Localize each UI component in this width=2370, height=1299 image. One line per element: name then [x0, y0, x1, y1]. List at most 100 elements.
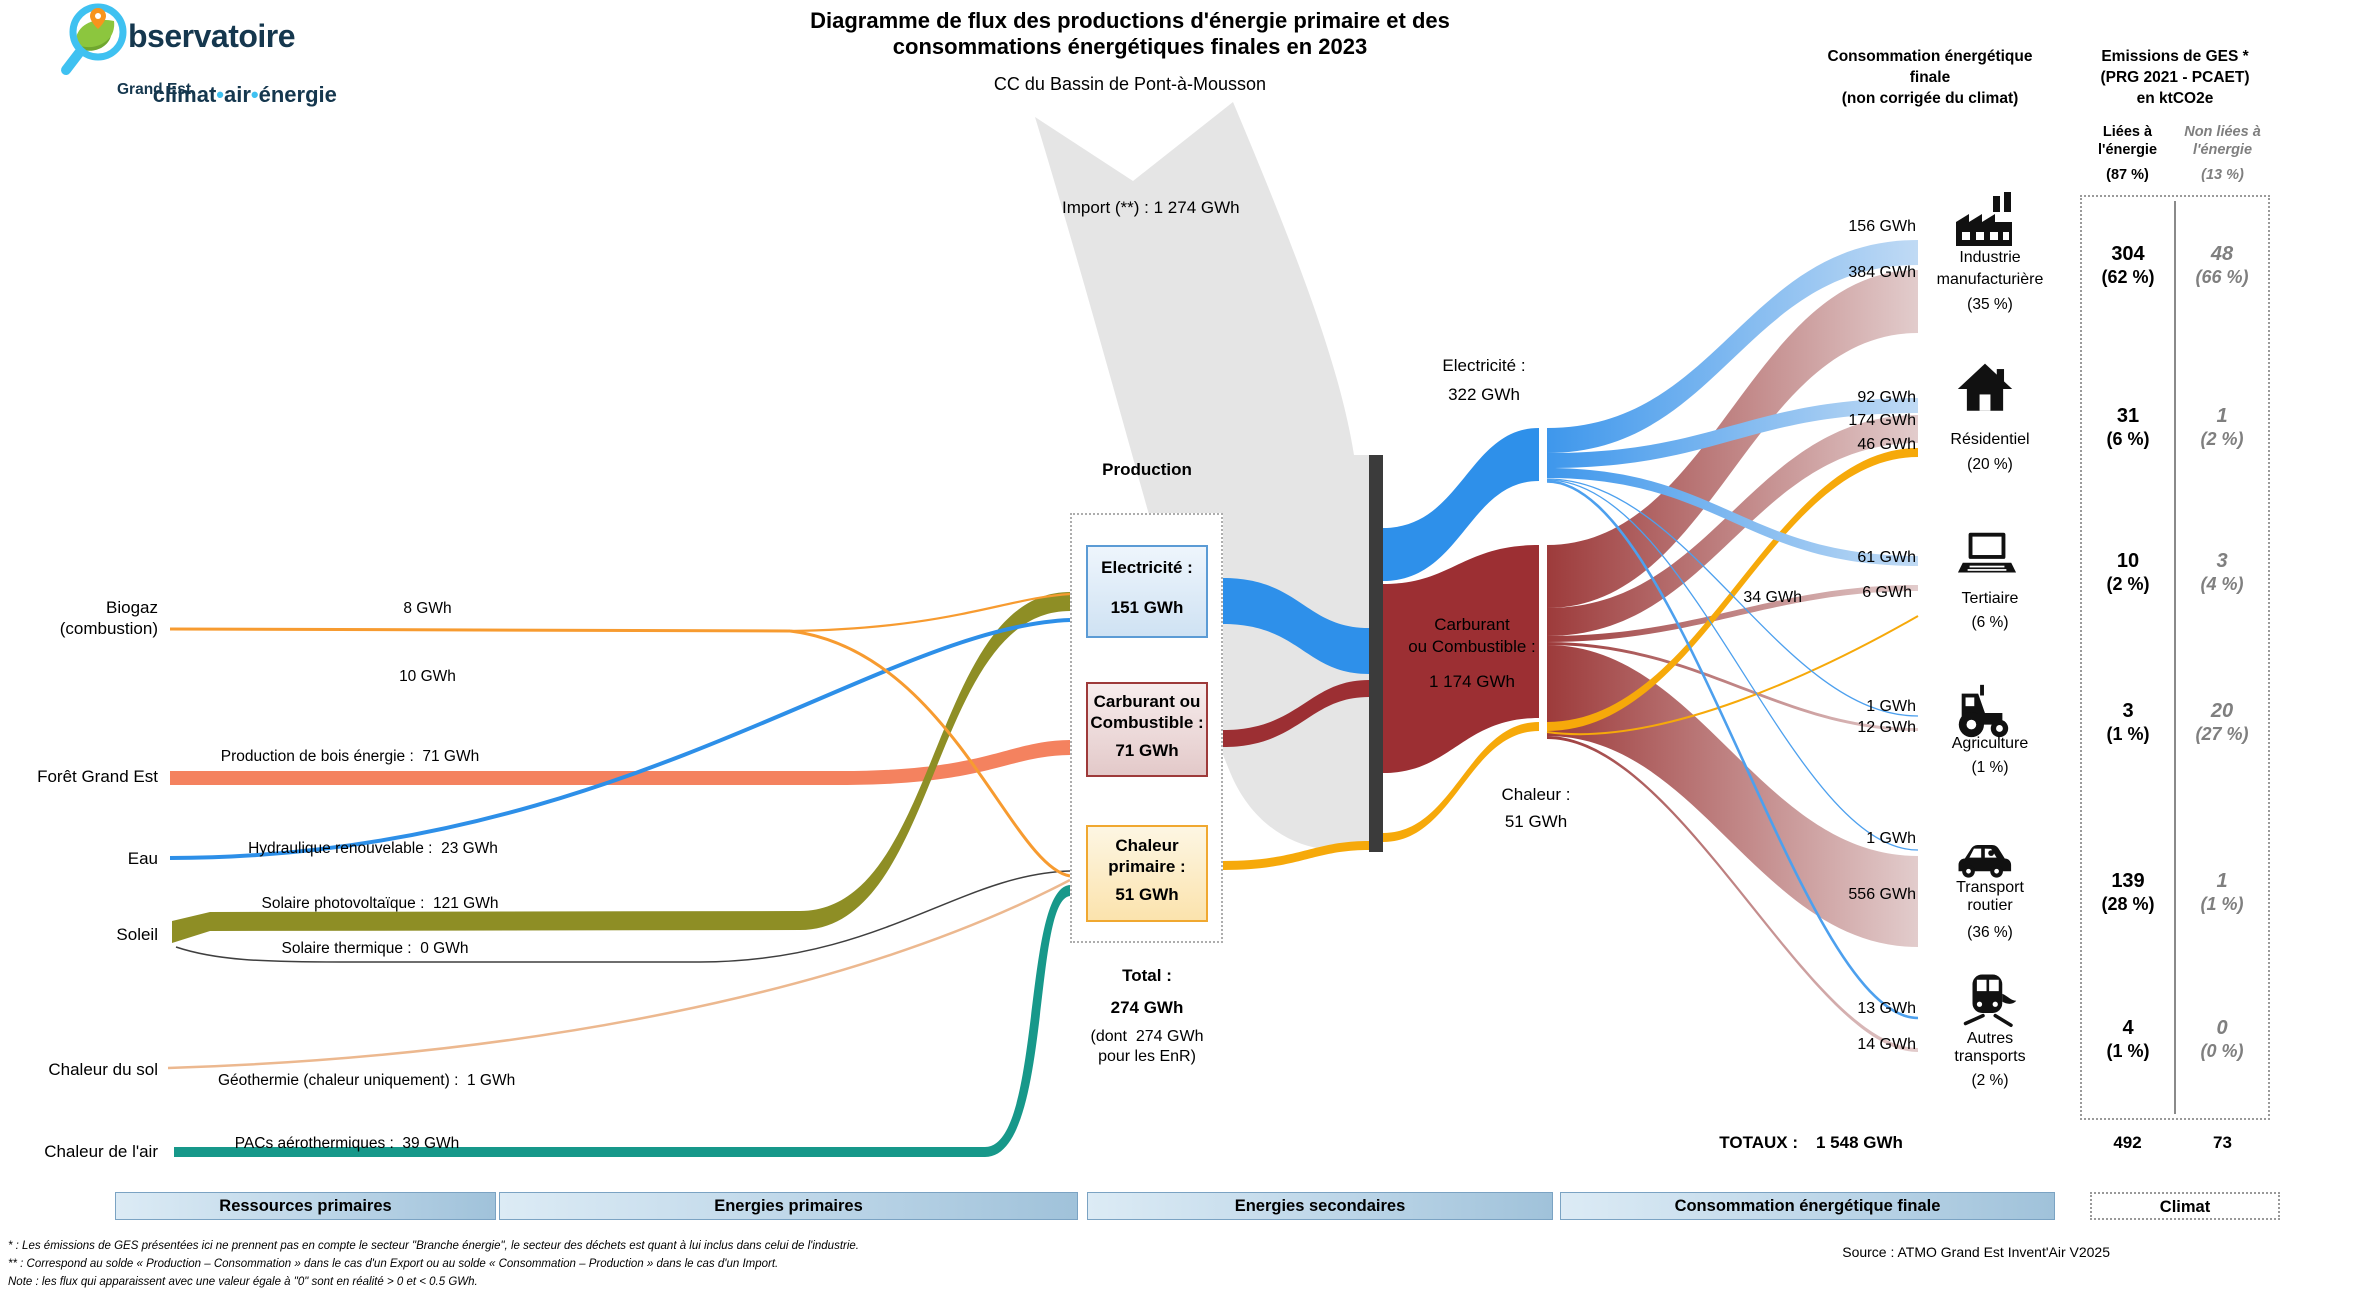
- flow-label-bois: Production de bois énergie : 71 GWh: [220, 748, 480, 765]
- ges-residentiel-nonlinked-pct: (2 %): [2200, 429, 2244, 449]
- ges-transport-linked-pct: (28 %): [2101, 894, 2155, 914]
- totals-energy: 1 548 GWh: [1816, 1133, 1903, 1152]
- ges-industrie-linked-pct: (62 %): [2101, 267, 2155, 287]
- totals-ges-nonlinked: 73: [2213, 1133, 2232, 1152]
- dot-separator-icon: •: [216, 82, 224, 108]
- ges-tertiaire-nonlinked: 3: [2216, 550, 2228, 572]
- production-electricity-label: Electricité :: [1101, 558, 1193, 577]
- production-fuel-box: [1086, 682, 1208, 777]
- flow-biogaz: [169, 592, 1071, 878]
- logo: bservatoire climat•air•énergie Grand Est: [36, 2, 356, 107]
- production-electricity-value: 151 GWh: [1110, 598, 1184, 617]
- flow-bois-energie: [170, 740, 1070, 785]
- flow-value-heat-tertiaire: 6 GWh: [1862, 584, 1912, 601]
- footnote-2: ** : Correspond au solde « Production – …: [8, 1258, 779, 1270]
- car-icon: [1954, 828, 2012, 880]
- production-total-note1: (dont 274 GWh: [1090, 1028, 1204, 1045]
- ges-agriculture-linked: 3: [2122, 700, 2134, 722]
- production-fuel-value: 71 GWh: [1115, 741, 1179, 760]
- ges-agriculture-linked-pct: (1 %): [2106, 724, 2150, 744]
- production-fuel-label2: Combustible :: [1090, 713, 1204, 732]
- flow-electricity-to-sectors: [1546, 240, 1919, 1020]
- dot-separator-icon: •: [250, 82, 259, 108]
- production-heat-box: [1086, 825, 1208, 922]
- secondary-fuel-label2: ou Combustible :: [1408, 637, 1536, 656]
- source-soleil: Soleil: [116, 925, 158, 944]
- flow-label-hydraulique: Hydraulique renouvelable : 23 GWh: [248, 840, 498, 857]
- emissions-header-line3: en ktCO2e: [2136, 90, 2214, 107]
- emissions-header-line2: (PRG 2021 - PCAET): [2100, 69, 2250, 86]
- ges-industrie-nonlinked: 48: [2210, 243, 2234, 265]
- logo-wordmark: bservatoire: [128, 18, 296, 54]
- factory-icon: [1952, 190, 2016, 254]
- sector-residentiel-pct: (20 %): [1967, 456, 2013, 473]
- ges-tertiaire-linked: 10: [2116, 550, 2140, 572]
- exchange-bar: [1369, 455, 1383, 852]
- page-title-line2: consommations énergétiques finales en 20…: [892, 34, 1368, 59]
- sector-tertiaire-pct: (6 %): [1971, 614, 2009, 631]
- emissions-header-line1: Emissions de GES *: [2101, 48, 2249, 65]
- footer-bar-ressources-primaires: Ressources primaires: [115, 1192, 496, 1220]
- flow-label-biogaz-chaleur: 10 GWh: [399, 668, 456, 685]
- logo-word-air: air: [223, 82, 251, 108]
- col-linked-pct: (87 %): [2106, 167, 2149, 183]
- house-icon: [1956, 360, 2014, 418]
- logo-tagline: climat•air•énergie: [116, 57, 337, 133]
- sector-autres-line1: Autres: [1966, 1030, 2014, 1047]
- production-heat-value: 51 GWh: [1115, 885, 1179, 904]
- footer-bar-energies-primaires: Energies primaires: [499, 1192, 1078, 1220]
- production-title: Production: [1102, 460, 1192, 479]
- ges-autres-nonlinked: 0: [2216, 1017, 2228, 1039]
- logo-region: Grand Est: [117, 81, 192, 98]
- flow-label-biogaz-elec: 8 GWh: [403, 600, 452, 617]
- production-total-note2: pour les EnR): [1098, 1048, 1196, 1065]
- secondary-heat-label: Chaleur :: [1501, 785, 1571, 804]
- flow-bar-to-node: [1383, 428, 1539, 842]
- source-credit: Source : ATMO Grand Est Invent'Air V2025: [1842, 1244, 2110, 1260]
- col-linked-line1: Liées à: [2102, 124, 2153, 140]
- ges-residentiel-nonlinked: 1: [2216, 405, 2228, 427]
- flow-solaire-photovoltaique: [172, 592, 1070, 943]
- source-foret: Forêt Grand Est: [37, 767, 158, 786]
- ges-tertiaire-nonlinked-pct: (4 %): [2200, 574, 2244, 594]
- production-total-value: 274 GWh: [1110, 998, 1184, 1017]
- col-non-linked-line2: l'énergie: [2192, 142, 2253, 158]
- footer-bar-energies-secondaires: Energies secondaires: [1087, 1192, 1553, 1220]
- flow-hydraulique: [169, 618, 1071, 860]
- production-heat-label2: primaire :: [1108, 857, 1186, 876]
- production-total-label: Total :: [1122, 966, 1172, 985]
- flow-geothermie: [167, 878, 1071, 1070]
- flow-production-to-bar: [1223, 578, 1369, 870]
- flow-value-elec-tertiaire: 61 GWh: [1857, 549, 1916, 566]
- flow-value-elec-residentiel: 92 GWh: [1857, 389, 1916, 406]
- flow-solaire-thermique: [175, 870, 1071, 963]
- footer-bar-consommation-finale: Consommation énergétique finale: [1560, 1192, 2055, 1220]
- logo-word-energie: énergie: [258, 82, 337, 108]
- sector-transport-line1: Transport: [1956, 879, 2024, 896]
- sector-autres-pct: (2 %): [1971, 1072, 2009, 1089]
- totals-ges-linked: 492: [2113, 1133, 2142, 1152]
- page-subtitle: CC du Bassin de Pont-à-Mousson: [993, 74, 1267, 94]
- secondary-heat-value: 51 GWh: [1504, 812, 1568, 831]
- ges-transport-linked: 139: [2111, 870, 2145, 892]
- sector-agriculture-pct: (1 %): [1971, 759, 2009, 776]
- logo-magnifier-icon: [61, 3, 127, 75]
- page-title-line1: Diagramme de flux des productions d'éner…: [810, 8, 1450, 33]
- tractor-icon: [1952, 680, 2014, 742]
- sector-industrie-pct: (35 %): [1967, 296, 2013, 313]
- ges-industrie-nonlinked-pct: (66 %): [2195, 267, 2249, 287]
- col-non-linked-pct: (13 %): [2201, 167, 2244, 183]
- flow-label-geothermie: Géothermie (chaleur uniquement) : 1 GWh: [218, 1072, 516, 1089]
- flow-value-elec-industrie: 156 GWh: [1848, 218, 1916, 235]
- production-fuel-label1: Carburant ou: [1093, 692, 1201, 711]
- flow-value-elec-agriculture: 1 GWh: [1866, 698, 1916, 715]
- flow-value-fuel-agriculture: 12 GWh: [1857, 719, 1916, 736]
- laptop-icon: [1956, 528, 2018, 584]
- train-icon: [1962, 970, 2018, 1028]
- footnote-1: * : Les émissions de GES présentées ici …: [8, 1240, 859, 1252]
- sector-transport-line2: routier: [1967, 897, 2013, 914]
- flow-fuel-to-sectors: [1547, 270, 1918, 1052]
- flow-value-fuel-transport: 556 GWh: [1848, 886, 1916, 903]
